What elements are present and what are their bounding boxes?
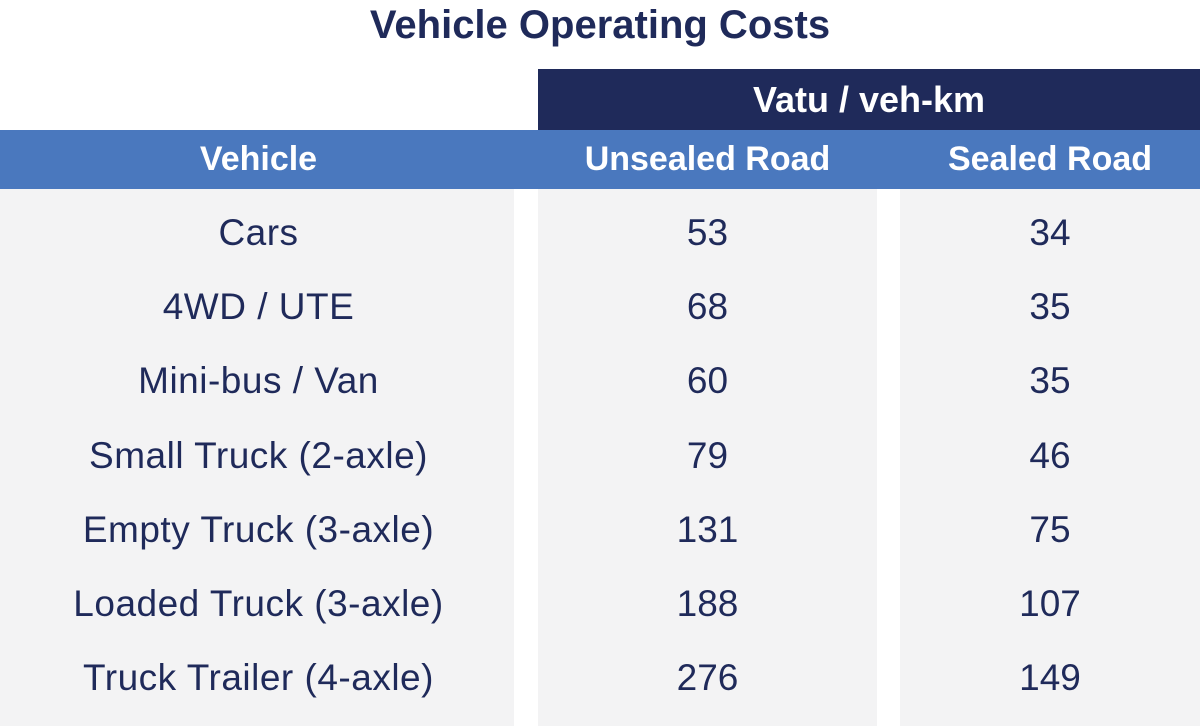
unsealed-cost-cell: 68 (686, 286, 729, 328)
table-row: Empty Truck (3-axle) 131 75 (0, 493, 1200, 567)
sealed-cost-cell: 35 (1029, 360, 1071, 402)
sealed-cost-cell: 107 (1019, 582, 1081, 624)
column-header-sealed-road: Sealed Road (947, 140, 1153, 178)
vehicle-cell: Mini-bus / Van (138, 360, 379, 402)
column-background-unsealed (538, 189, 877, 726)
vehicle-cell: Empty Truck (3-axle) (82, 508, 435, 550)
vehicle-cell: 4WD / UTE (162, 286, 355, 328)
sealed-cost-cell: 75 (1029, 508, 1071, 550)
sealed-cost-cell: 34 (1029, 212, 1071, 253)
unsealed-cost-cell: 188 (676, 582, 739, 624)
table-row: Cars 53 34 (0, 196, 1200, 270)
table-body: Cars 53 34 4WD / UTE 68 35 Mini-bus / Va… (0, 196, 1200, 715)
table-row: 4WD / UTE 68 35 (0, 270, 1200, 344)
group-header-vatu-per-veh-km: Vatu / veh-km (538, 69, 1200, 130)
column-background-sealed (900, 189, 1200, 726)
unsealed-cost-cell: 276 (676, 657, 739, 699)
column-background-vehicle (0, 189, 514, 726)
table-row: Truck Trailer (4-axle) 276 149 (0, 641, 1200, 715)
sealed-cost-cell: 46 (1029, 434, 1071, 476)
vehicle-cell: Cars (218, 212, 299, 253)
table-title: Vehicle Operating Costs (369, 3, 831, 47)
vehicle-cell: Truck Trailer (4-axle) (83, 657, 434, 699)
table-row: Loaded Truck (3-axle) 188 107 (0, 567, 1200, 641)
column-header-vehicle: Vehicle (199, 140, 318, 178)
vehicle-cell: Loaded Truck (3-axle) (73, 582, 444, 624)
table-row: Mini-bus / Van 60 35 (0, 344, 1200, 418)
unsealed-cost-cell: 131 (676, 508, 739, 550)
vehicle-cell: Small Truck (2-axle) (89, 434, 428, 476)
unsealed-cost-cell: 60 (686, 360, 729, 402)
sealed-cost-cell: 35 (1029, 286, 1071, 328)
unsealed-cost-cell: 79 (686, 434, 729, 476)
column-header-bar: Vehicle Unsealed Road Sealed Road (0, 130, 1200, 189)
unsealed-cost-cell: 53 (686, 212, 729, 253)
table-row: Small Truck (2-axle) 79 46 (0, 419, 1200, 493)
sealed-cost-cell: 149 (1019, 657, 1081, 699)
column-header-unsealed-road: Unsealed Road (584, 140, 831, 178)
